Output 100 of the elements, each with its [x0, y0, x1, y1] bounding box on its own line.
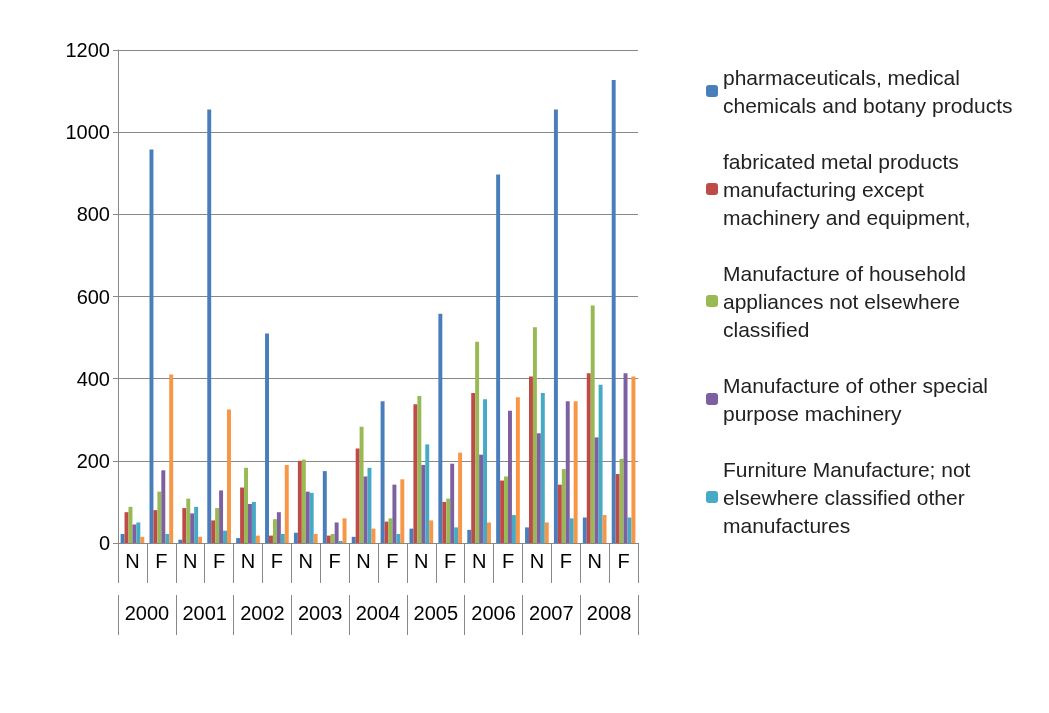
bar [400, 479, 405, 543]
bar [413, 404, 418, 543]
bar [561, 469, 566, 543]
bar [297, 460, 302, 543]
bar [351, 536, 356, 543]
bar [380, 401, 385, 543]
bar [598, 384, 603, 543]
bar [483, 399, 488, 543]
bar [573, 401, 578, 543]
bar [128, 506, 133, 543]
bar [528, 376, 533, 543]
bar [178, 539, 183, 543]
legend-label: Furniture Manufacture; not elsewhere classified other manufactures [723, 457, 977, 537]
bar [544, 522, 549, 543]
x-tick-label: F [559, 550, 572, 572]
bar [169, 374, 174, 543]
bar [458, 452, 463, 543]
x-tick-label: N [298, 550, 313, 572]
bar [479, 454, 484, 543]
bar [198, 536, 203, 543]
bar [207, 109, 212, 543]
y-tick-label: 1200 [65, 39, 110, 61]
y-tick-label: 0 [98, 532, 110, 554]
x-tick-label: F [155, 550, 168, 572]
bar [392, 484, 397, 543]
bar [569, 518, 574, 543]
text: 2000 [124, 602, 170, 624]
bar [244, 467, 248, 543]
x-tick-label: F [386, 550, 399, 572]
bar [425, 444, 430, 543]
text: 2006 [471, 602, 516, 624]
bar [359, 426, 364, 543]
bar [417, 395, 422, 543]
x-tick-label: N [356, 550, 371, 572]
bar [313, 533, 318, 543]
bar [611, 79, 616, 543]
bar [248, 503, 252, 543]
bar [236, 538, 241, 543]
y-tick-label: 400 [76, 367, 110, 390]
x-tick-label: F [617, 550, 630, 572]
bar [194, 506, 199, 543]
text: 2008 [586, 602, 632, 624]
bar [227, 409, 231, 543]
bar [363, 476, 368, 543]
bar [251, 501, 256, 543]
bar [602, 515, 607, 543]
x-tick-label: N [471, 550, 487, 572]
bar [165, 533, 170, 543]
x-tick-label: N [240, 550, 256, 572]
bar [153, 510, 158, 543]
x-tick-label: N [529, 550, 545, 572]
bar [223, 530, 228, 543]
bar [553, 109, 558, 543]
bar [619, 458, 624, 543]
bar [140, 536, 145, 543]
bar [557, 484, 562, 543]
x-tick-label: F [213, 550, 226, 572]
bar [255, 535, 260, 543]
text: 2002 [240, 602, 285, 624]
bar [594, 437, 599, 543]
bar [276, 512, 281, 543]
bar [338, 540, 343, 543]
bar [515, 397, 520, 543]
bar [342, 518, 347, 543]
bar [511, 515, 516, 543]
bar [305, 491, 310, 543]
bar [446, 498, 451, 543]
x-tick-label: F [328, 550, 341, 572]
y-tick-label: 800 [76, 203, 110, 226]
bar [631, 376, 636, 543]
legend-label: fabricated metal products manufacturing except machinery and equipment, [723, 149, 971, 229]
bar [186, 498, 191, 543]
bar [508, 410, 512, 543]
bar [272, 519, 277, 543]
bar [211, 520, 216, 543]
bar [268, 535, 273, 543]
bar [120, 533, 125, 543]
bar [301, 459, 306, 543]
bar [442, 501, 447, 543]
bar [500, 480, 505, 543]
bar [355, 448, 360, 543]
x-tick-label: N [414, 550, 429, 572]
bar [215, 508, 220, 543]
bar [330, 533, 335, 543]
bar [132, 524, 137, 543]
bar [454, 527, 459, 543]
y-tick-label: 200 [76, 449, 110, 472]
bar [438, 313, 443, 543]
bar [565, 401, 570, 543]
bar [149, 149, 154, 543]
bar [487, 522, 491, 543]
bar [586, 373, 591, 543]
bar [293, 532, 298, 543]
bar [421, 464, 426, 543]
bar [136, 522, 141, 543]
bar [182, 508, 187, 543]
x-tick-label: N [587, 550, 602, 572]
x-tick-label: F [444, 550, 457, 572]
y-tick-label: 1000 [65, 121, 110, 144]
y-tick-label: 600 [76, 285, 110, 308]
